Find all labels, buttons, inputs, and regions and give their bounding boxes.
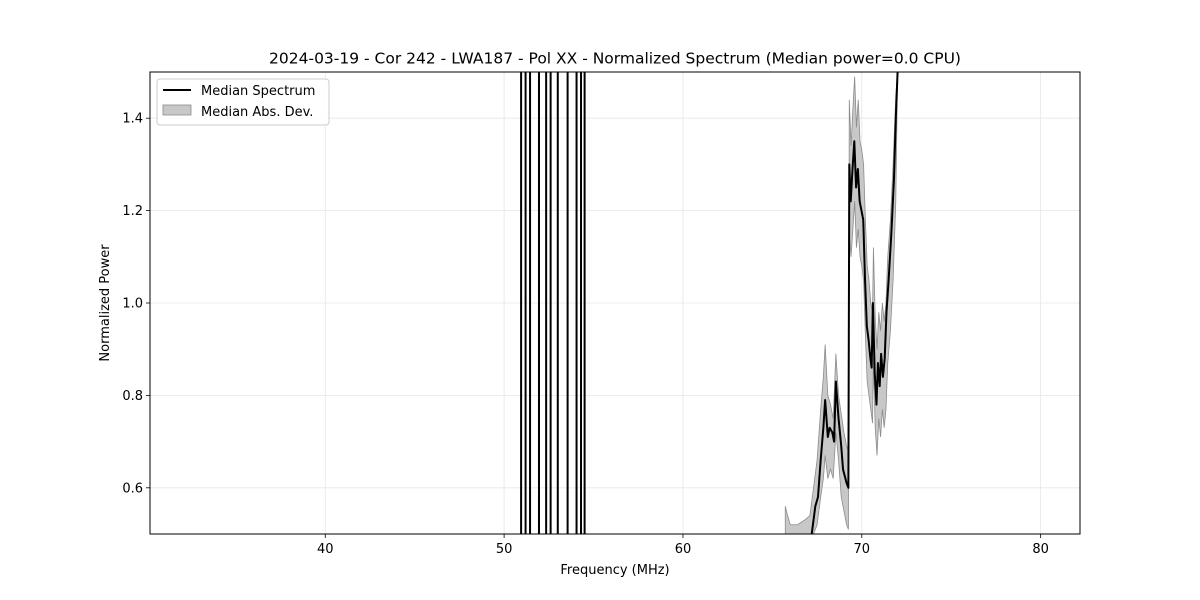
x-tick-label: 40 xyxy=(317,542,334,557)
y-tick-label: 0.8 xyxy=(122,389,143,404)
grid-lines xyxy=(150,72,1080,534)
x-tick-label: 50 xyxy=(496,542,513,557)
axis-ticks: 40 50 60 70 80 0.6 0.8 1.0 1.2 1.4 xyxy=(122,112,1049,557)
x-axis-label: Frequency (MHz) xyxy=(560,563,669,578)
legend-label-median-spectrum: Median Spectrum xyxy=(201,84,315,99)
x-tick-label: 60 xyxy=(675,542,692,557)
y-tick-label: 1.0 xyxy=(122,297,143,312)
legend: Median Spectrum Median Abs. Dev. xyxy=(156,78,330,126)
plot-data xyxy=(520,72,899,534)
median-spectrum-line xyxy=(810,72,899,534)
x-tick-label: 80 xyxy=(1032,542,1049,557)
y-tick-label: 1.4 xyxy=(122,112,143,127)
y-tick-label: 1.2 xyxy=(122,204,143,219)
chart-title: 2024-03-19 - Cor 242 - LWA187 - Pol XX -… xyxy=(269,50,961,68)
y-tick-label: 0.6 xyxy=(122,481,143,496)
legend-label-median-abs-dev: Median Abs. Dev. xyxy=(201,105,313,120)
legend-box xyxy=(156,78,330,126)
x-tick-label: 70 xyxy=(854,542,871,557)
y-axis-label: Normalized Power xyxy=(98,244,113,362)
legend-band-swatch xyxy=(162,104,192,116)
